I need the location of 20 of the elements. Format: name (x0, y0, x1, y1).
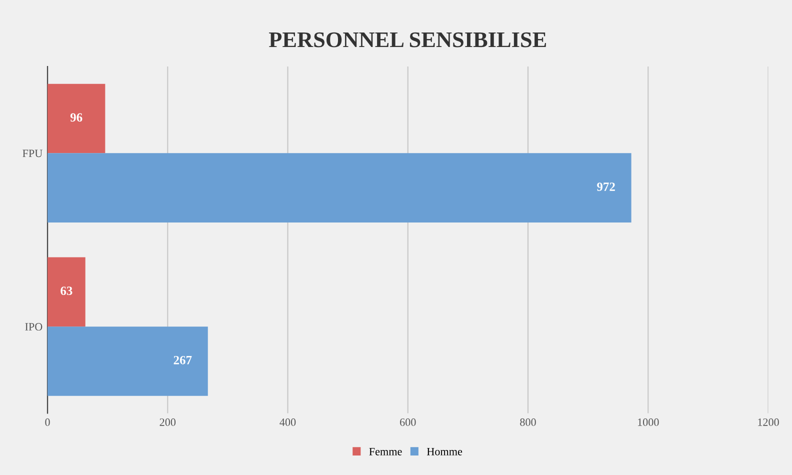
bar (48, 153, 632, 223)
legend-label: Homme (426, 448, 462, 456)
x-tick-label: 800 (520, 418, 536, 426)
data-label: 96 (70, 113, 82, 122)
x-tick-label: 0 (45, 418, 50, 426)
data-label: 972 (597, 182, 615, 191)
chart-title: PERSONNEL SENSIBILISE (268, 32, 546, 48)
data-label: 267 (174, 356, 192, 364)
x-tick-label: 1000 (638, 418, 659, 426)
data-label: 63 (60, 286, 72, 296)
bar (48, 326, 208, 396)
legend-label: Femme (369, 448, 402, 456)
y-tick-label: FPU (22, 150, 42, 158)
y-tick-label: IPO (25, 323, 42, 331)
x-tick-label: 400 (280, 418, 296, 426)
bar (48, 84, 106, 154)
x-tick-label: 600 (400, 418, 416, 426)
x-tick-label: 1200 (758, 418, 779, 426)
x-tick-label: 200 (160, 418, 176, 426)
bar (48, 257, 86, 327)
